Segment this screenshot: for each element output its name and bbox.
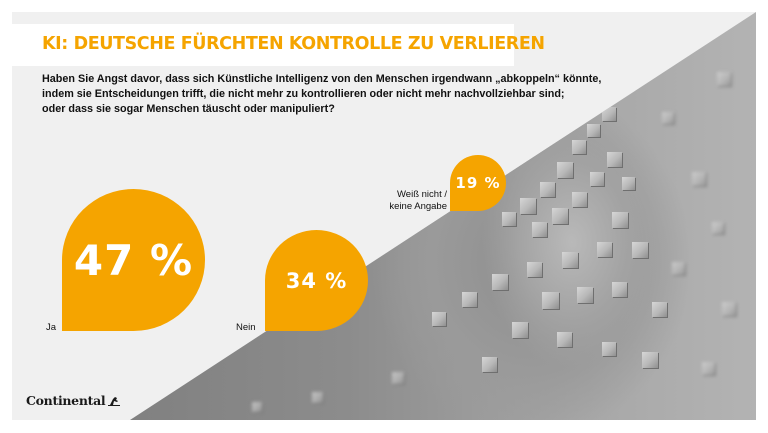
cube-shape	[562, 252, 578, 268]
cube-shape	[482, 357, 497, 372]
cube-shape	[520, 198, 536, 214]
cube-shape	[607, 152, 622, 167]
cube-shape	[692, 172, 706, 186]
cube-shape	[542, 292, 559, 309]
answer-bubble-ja: 47 %	[62, 189, 205, 331]
answer-label-nein: Nein	[236, 322, 256, 333]
cube-shape	[432, 312, 446, 326]
cube-shape	[717, 72, 731, 86]
question-line: Haben Sie Angst davor, dass sich Künstli…	[42, 73, 602, 85]
cube-shape	[590, 172, 604, 186]
answer-value: 47 %	[73, 235, 194, 285]
cube-shape	[712, 222, 724, 234]
title-bar: KI: DEUTSCHE FÜRCHTEN KONTROLLE ZU VERLI…	[12, 24, 545, 66]
answer-label-ja: Ja	[46, 322, 57, 333]
cube-shape	[552, 208, 568, 224]
cube-shape	[462, 292, 477, 307]
survey-question: Haben Sie Angst davor, dass sich Künstli…	[42, 72, 602, 117]
cube-shape	[392, 372, 404, 384]
cube-shape	[612, 282, 627, 297]
cube-shape	[577, 287, 593, 303]
cube-shape	[587, 124, 600, 137]
cube-shape	[532, 222, 547, 237]
cube-shape	[540, 182, 555, 197]
answer-bubble-nein: 34 %	[265, 230, 368, 331]
cube-shape	[252, 402, 262, 412]
page-title: KI: DEUTSCHE FÜRCHTEN KONTROLLE ZU VERLI…	[42, 34, 545, 54]
question-line: oder dass sie sogar Menschen täuscht ode…	[42, 103, 335, 115]
cube-shape	[602, 342, 616, 356]
horse-icon	[108, 396, 121, 406]
cube-shape	[502, 212, 516, 226]
cube-shape	[612, 212, 628, 228]
answer-value: 34 %	[285, 268, 348, 293]
logo-text: Continental	[26, 393, 106, 408]
cube-shape	[597, 242, 612, 257]
cube-shape	[492, 274, 508, 290]
cube-shape	[652, 302, 667, 317]
cube-shape	[632, 242, 648, 258]
cube-shape	[602, 107, 616, 121]
cube-shape	[312, 392, 323, 403]
label-line: keine Angabe	[389, 201, 447, 212]
continental-logo: Continental	[26, 393, 121, 408]
infographic-panel	[12, 12, 756, 420]
cube-shape	[702, 362, 715, 375]
cube-shape	[572, 140, 586, 154]
cube-shape	[527, 262, 542, 277]
cube-shape	[572, 192, 587, 207]
label-line: Weiß nicht /	[397, 189, 447, 200]
cube-shape	[557, 162, 573, 178]
cube-shape	[622, 177, 635, 190]
cube-shape	[672, 262, 685, 275]
cube-shape	[722, 302, 736, 316]
cube-shape	[662, 112, 674, 124]
cube-shape	[512, 322, 528, 338]
answer-value: 19 %	[455, 174, 501, 192]
answer-label-weiss-nicht: Weiß nicht / keine Angabe	[370, 189, 447, 213]
cube-shape	[642, 352, 658, 368]
cube-shape	[557, 332, 572, 347]
question-line: indem sie Entscheidungen trifft, die nic…	[42, 88, 565, 100]
answer-bubble-weiss-nicht: 19 %	[450, 155, 506, 211]
